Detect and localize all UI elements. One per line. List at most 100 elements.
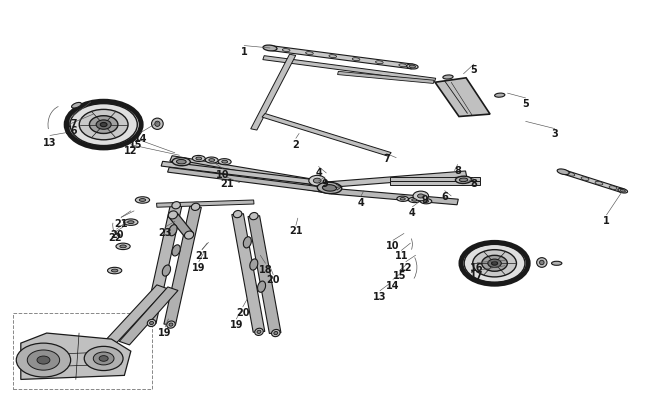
Text: 13: 13	[373, 291, 387, 301]
Text: 4: 4	[358, 198, 364, 207]
Polygon shape	[107, 285, 167, 343]
Polygon shape	[263, 57, 436, 83]
Polygon shape	[170, 156, 330, 188]
Text: 7: 7	[383, 154, 390, 164]
Text: 21: 21	[114, 218, 128, 228]
Ellipse shape	[209, 159, 214, 162]
Text: 14: 14	[134, 134, 148, 144]
Ellipse shape	[111, 269, 118, 272]
Text: 16: 16	[471, 263, 484, 273]
Ellipse shape	[233, 211, 242, 218]
Circle shape	[491, 262, 498, 266]
Text: 1: 1	[240, 47, 248, 57]
Ellipse shape	[169, 225, 177, 236]
Polygon shape	[168, 168, 326, 193]
Ellipse shape	[72, 103, 81, 109]
Text: 3: 3	[551, 129, 558, 139]
Polygon shape	[168, 214, 194, 237]
Polygon shape	[562, 171, 624, 193]
Circle shape	[413, 192, 428, 201]
Ellipse shape	[218, 159, 231, 165]
Ellipse shape	[185, 232, 194, 239]
Circle shape	[90, 116, 118, 134]
Text: 18: 18	[259, 264, 272, 274]
Text: 4: 4	[409, 208, 416, 217]
Ellipse shape	[124, 220, 138, 226]
Text: 20: 20	[110, 230, 124, 240]
Polygon shape	[157, 200, 254, 208]
Ellipse shape	[192, 156, 205, 162]
Text: 5: 5	[471, 65, 477, 75]
Text: 13: 13	[43, 138, 57, 148]
Polygon shape	[251, 55, 296, 131]
Ellipse shape	[282, 49, 290, 52]
Ellipse shape	[222, 161, 227, 164]
Ellipse shape	[420, 199, 432, 204]
Text: 22: 22	[108, 232, 122, 243]
Ellipse shape	[172, 158, 190, 166]
Ellipse shape	[443, 76, 453, 80]
Circle shape	[309, 176, 326, 186]
Text: 12: 12	[399, 262, 413, 272]
Ellipse shape	[257, 330, 261, 334]
Polygon shape	[390, 177, 480, 181]
Ellipse shape	[595, 182, 603, 185]
Polygon shape	[269, 47, 413, 70]
Text: 4: 4	[315, 167, 322, 177]
Polygon shape	[331, 189, 458, 205]
Ellipse shape	[155, 122, 160, 127]
Ellipse shape	[127, 221, 134, 224]
Ellipse shape	[148, 320, 156, 327]
Ellipse shape	[166, 321, 176, 328]
Circle shape	[16, 343, 71, 377]
Ellipse shape	[255, 328, 263, 336]
Circle shape	[417, 194, 424, 198]
Text: 21: 21	[195, 251, 209, 260]
Polygon shape	[119, 287, 178, 345]
Polygon shape	[328, 172, 467, 188]
Circle shape	[84, 347, 123, 371]
Ellipse shape	[407, 65, 418, 70]
Text: 12: 12	[124, 146, 138, 156]
Polygon shape	[21, 333, 131, 379]
Ellipse shape	[135, 197, 150, 204]
Ellipse shape	[552, 262, 562, 266]
Ellipse shape	[250, 213, 258, 220]
Polygon shape	[232, 214, 265, 333]
Ellipse shape	[618, 189, 627, 194]
Text: 20: 20	[236, 307, 250, 317]
Text: 11: 11	[395, 251, 408, 260]
Ellipse shape	[169, 323, 173, 326]
Circle shape	[37, 356, 50, 364]
Polygon shape	[435, 79, 490, 117]
Ellipse shape	[120, 245, 126, 248]
Circle shape	[473, 250, 517, 277]
Ellipse shape	[263, 46, 277, 52]
Text: 21: 21	[220, 178, 233, 188]
Text: 16: 16	[64, 126, 78, 136]
Ellipse shape	[257, 281, 266, 292]
Circle shape	[100, 123, 107, 127]
Text: 10: 10	[216, 169, 229, 179]
Ellipse shape	[306, 53, 313, 55]
Circle shape	[96, 121, 111, 130]
Ellipse shape	[139, 199, 146, 202]
Polygon shape	[390, 181, 480, 185]
Ellipse shape	[537, 258, 547, 268]
Ellipse shape	[410, 66, 415, 69]
Ellipse shape	[495, 94, 505, 98]
Polygon shape	[164, 207, 202, 325]
Ellipse shape	[557, 170, 569, 175]
Ellipse shape	[423, 200, 428, 203]
Ellipse shape	[397, 197, 408, 202]
Polygon shape	[181, 162, 333, 194]
Circle shape	[488, 260, 501, 268]
Ellipse shape	[243, 237, 252, 248]
Text: 17: 17	[64, 119, 78, 129]
Ellipse shape	[399, 65, 406, 68]
Text: 23: 23	[159, 228, 172, 238]
Text: 15: 15	[393, 271, 406, 281]
Ellipse shape	[272, 330, 280, 337]
Text: 8: 8	[471, 178, 477, 188]
Circle shape	[27, 350, 60, 370]
